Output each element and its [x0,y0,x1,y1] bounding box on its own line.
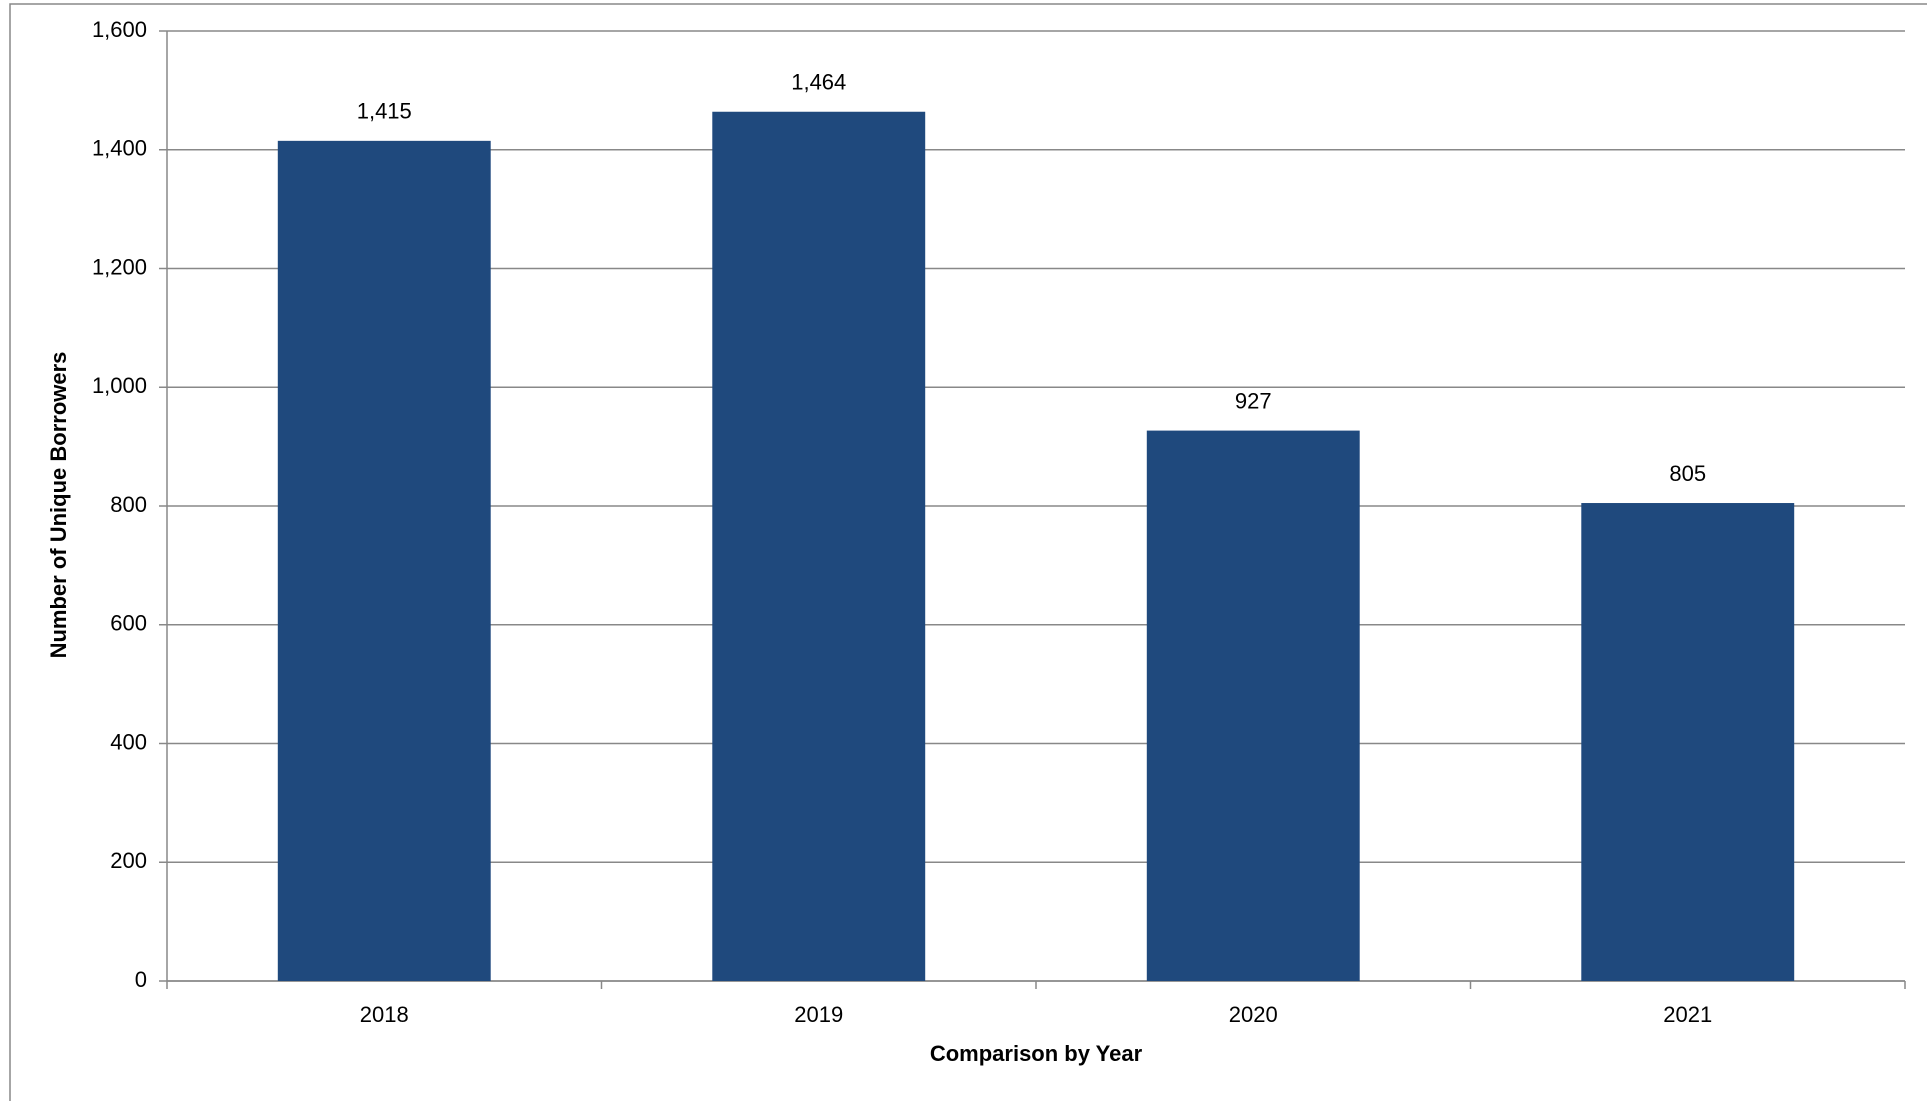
bar [1581,503,1795,981]
y-tick-label: 400 [110,729,147,754]
bar [712,111,926,981]
bar [1146,430,1360,981]
y-tick-label: 1,400 [92,136,147,161]
y-axis-title: Number of Unique Borrowers [46,352,71,659]
y-tick-label: 200 [110,848,147,873]
y-tick-label: 1,600 [92,17,147,42]
y-tick-label: 1,200 [92,254,147,279]
x-tick-label: 2018 [360,1002,409,1027]
bar [277,140,491,981]
y-tick-label: 600 [110,611,147,636]
y-tick-label: 1,000 [92,373,147,398]
x-tick-label: 2021 [1663,1002,1712,1027]
x-axis-title: Comparison by Year [930,1041,1143,1066]
data-label: 927 [1235,388,1272,413]
x-tick-label: 2020 [1229,1002,1278,1027]
data-label: 805 [1669,461,1706,486]
data-label: 1,464 [791,70,846,95]
y-tick-label: 800 [110,492,147,517]
y-tick-label: 0 [135,967,147,992]
x-tick-label: 2019 [794,1002,843,1027]
data-label: 1,415 [357,99,412,124]
